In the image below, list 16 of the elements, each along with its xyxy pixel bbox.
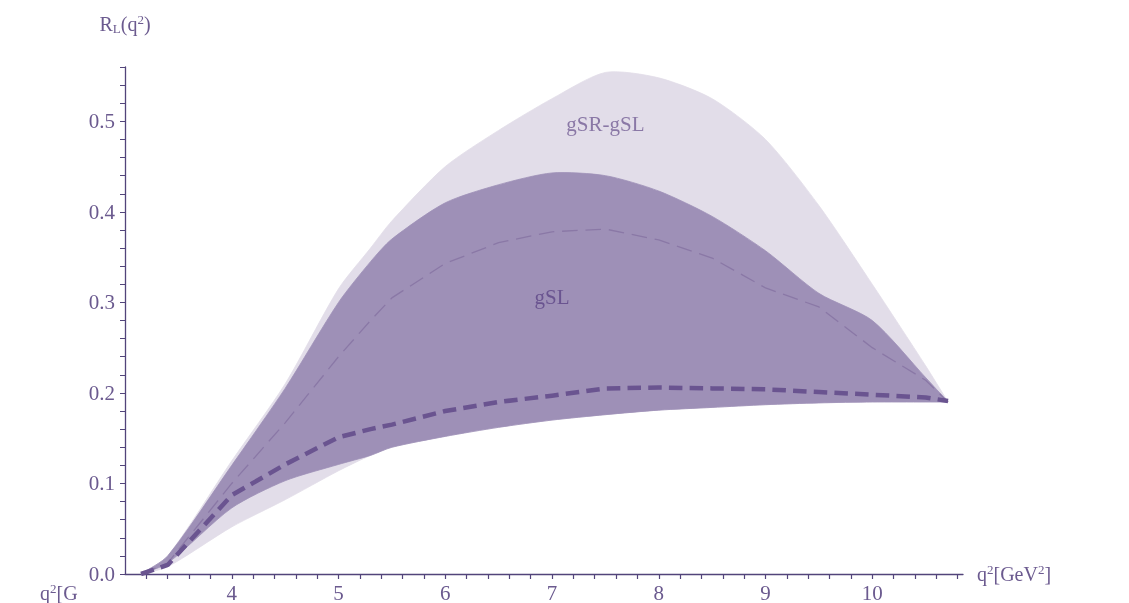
x-tick-label: 6 — [440, 580, 451, 603]
line-series — [138, 385, 951, 577]
x-tick-label: 5 — [333, 580, 344, 603]
x-tick-label: 9 — [760, 580, 771, 603]
y-tick-label: 0.5 — [88, 109, 115, 134]
y-tick-label: 0.2 — [88, 380, 115, 405]
y-tick-label: 0.0 — [88, 562, 115, 586]
x-tick-label: 7 — [546, 580, 558, 603]
x-tick-label: 10 — [861, 580, 883, 603]
x-tick-label: 4 — [226, 580, 238, 603]
text: gSR-gSL — [566, 112, 645, 137]
y-tick-label: 0.4 — [88, 199, 116, 224]
x-tick-label: 8 — [653, 580, 665, 603]
text: gSL — [534, 284, 570, 309]
y-tick-label: 0.3 — [88, 290, 115, 315]
y-tick-label: 0.1 — [88, 471, 115, 496]
